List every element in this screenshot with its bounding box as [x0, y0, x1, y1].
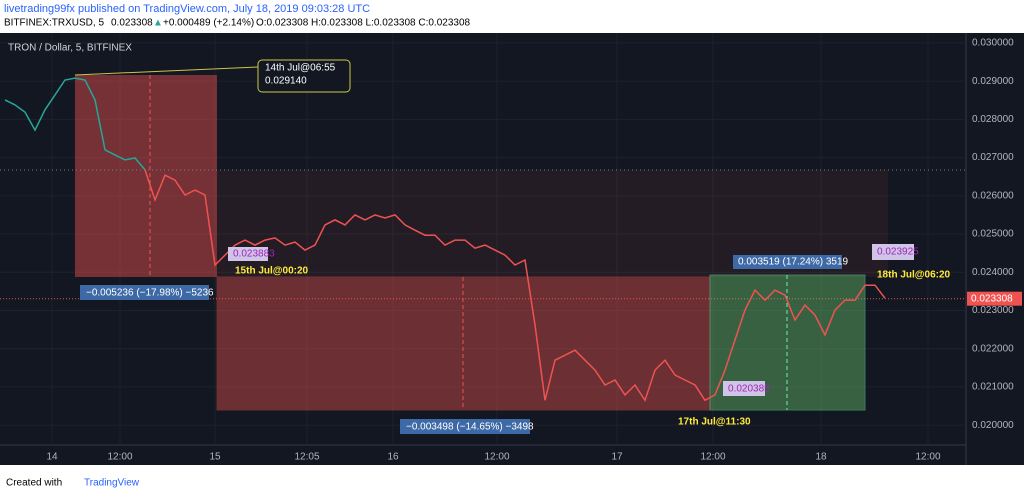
label-box — [400, 419, 530, 434]
x-tick-label: 12:00 — [484, 452, 509, 463]
price-line-series — [144, 169, 886, 403]
y-tick-label: 0.029000 — [972, 76, 1014, 87]
annotation: 0.023925 — [877, 247, 919, 258]
annotation: 14th Jul@06:55 — [265, 63, 336, 74]
last-price: 0.023308 — [111, 18, 153, 29]
x-tick-label: 16 — [387, 452, 399, 463]
x-tick-label: 12:00 — [915, 452, 940, 463]
x-tick-label: 12:00 — [107, 452, 132, 463]
y-tick-label: 0.020000 — [972, 420, 1014, 431]
y-tick-label: 0.026000 — [972, 190, 1014, 201]
x-tick-label: 14 — [46, 452, 58, 463]
y-tick-label: 0.030000 — [972, 38, 1014, 49]
x-tick-label: 12:05 — [294, 452, 319, 463]
annotation: 0.029140 — [265, 76, 307, 87]
grid — [0, 33, 966, 445]
annotation: 17th Jul@11:30 — [678, 417, 751, 428]
annotation: −0.003498 (−14.65%) −3498 — [406, 422, 534, 433]
y-tick-label: 0.021000 — [972, 382, 1014, 393]
y-tick-label: 0.024000 — [972, 267, 1014, 278]
up-arrow: ▲ — [153, 18, 163, 29]
annotation: 0.020385 — [728, 384, 770, 395]
callout-box — [257, 59, 351, 93]
footer-bg — [0, 466, 1024, 497]
footer-brand: TradingView — [84, 478, 140, 489]
label-box — [733, 255, 842, 269]
symbol: BITFINEX:TRXUSD, 5 — [4, 18, 104, 29]
price-tag — [967, 291, 1022, 306]
annotation: 0.023883 — [233, 249, 275, 260]
y-tick-label: 0.025000 — [972, 229, 1014, 240]
ohlc: O:0.023308 H:0.023308 L:0.023308 C:0.023… — [256, 18, 471, 29]
plot-bg — [0, 33, 1024, 465]
chart-title: TRON / Dollar, 5, BITFINEX — [8, 43, 132, 54]
price-line-series — [4, 77, 146, 171]
change: +0.000489 (+2.14%) — [163, 18, 254, 29]
x-tick-label: 15 — [209, 452, 221, 463]
label-box — [723, 381, 765, 396]
annotation: −0.005236 (−17.98%) −5236 — [86, 288, 214, 299]
x-tick-label: 12:00 — [700, 452, 725, 463]
header-line: livetrading99fx published on TradingView… — [4, 3, 370, 15]
annotation: 0.003519 (17.24%) 3519 — [738, 257, 849, 268]
y-tick-label: 0.027000 — [972, 152, 1014, 163]
footer-text: Created with — [6, 478, 62, 489]
lines — [4, 77, 886, 403]
header-bg — [0, 0, 1024, 32]
y-tick-label: 0.028000 — [972, 114, 1014, 125]
x-tick-label: 17 — [611, 452, 623, 463]
annotation: 18th Jul@06:20 — [877, 270, 951, 281]
y-tick-label: 0.022000 — [972, 343, 1014, 354]
callout-line — [74, 66, 259, 76]
price-tag-label: 0.023308 — [971, 293, 1013, 304]
annotation: 15th Jul@00:20 — [235, 266, 309, 277]
label-box — [872, 244, 914, 260]
label-box — [228, 247, 268, 261]
x-tick-label: 18 — [815, 452, 827, 463]
range-box — [75, 75, 217, 277]
label-box — [80, 285, 209, 300]
annotations: 14th Jul@06:55 0.029140 0.023883 15th Jul@0… — [86, 63, 951, 433]
y-tick-label: 0.023000 — [972, 305, 1014, 316]
